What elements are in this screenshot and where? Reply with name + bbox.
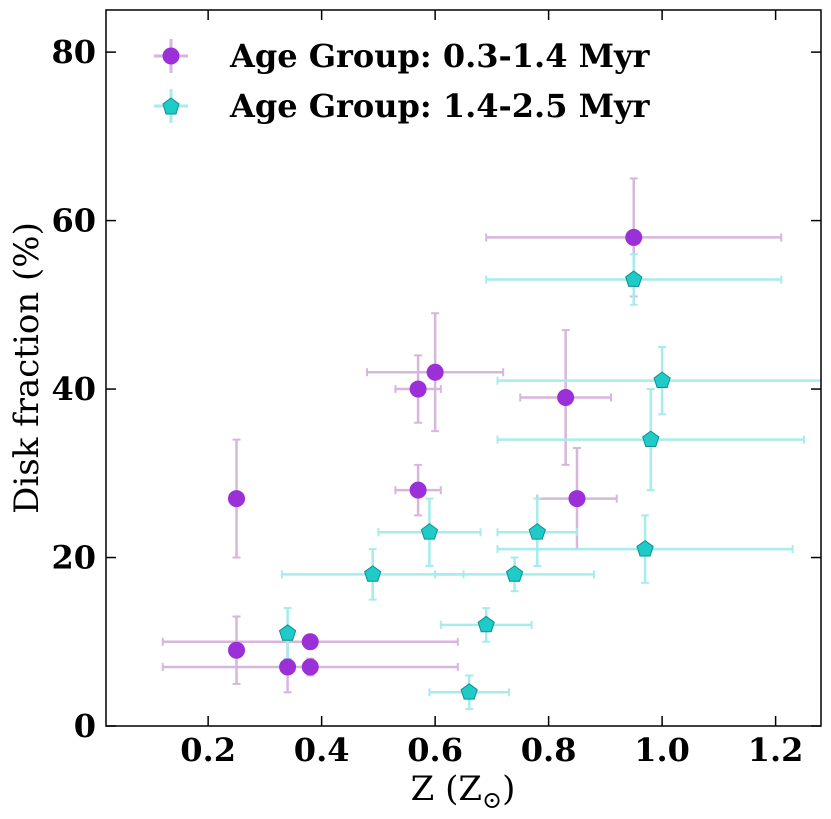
y-tick-label: 60 xyxy=(51,202,96,240)
y-tick-labels: 0 20 40 60 80 xyxy=(51,33,96,745)
legend-label-series-1: Age Group: 0.3-1.4 Myr xyxy=(229,37,651,75)
data-point-circle xyxy=(301,658,319,676)
x-tick-label: 0.8 xyxy=(521,731,577,769)
data-point-circle xyxy=(228,641,246,659)
data-point-circle xyxy=(557,388,575,406)
data-point-pentagon xyxy=(636,539,654,557)
data-point-circle xyxy=(279,658,297,676)
data-point-pentagon xyxy=(528,523,546,540)
axis-ticks xyxy=(106,10,821,727)
data-point-circle xyxy=(625,228,643,246)
x-axis-title: Z (Z⊙) xyxy=(411,769,516,814)
data-point-pentagon xyxy=(477,615,495,633)
data-point-pentagon xyxy=(653,371,671,389)
y-axis-title: Disk fraction (%) xyxy=(7,222,47,514)
x-axis-title-close: ) xyxy=(502,769,515,809)
data-point-pentagon xyxy=(364,565,382,582)
x-tick-label: 1.0 xyxy=(634,731,690,769)
x-tick-label: 0.2 xyxy=(180,731,236,769)
data-markers xyxy=(228,228,671,700)
legend-entry-series-2: Age Group: 1.4-2.5 Myr xyxy=(154,87,651,125)
legend-label-series-2: Age Group: 1.4-2.5 Myr xyxy=(229,87,651,125)
data-point-circle xyxy=(568,490,586,508)
data-point-pentagon xyxy=(460,683,478,700)
data-point-circle xyxy=(228,490,246,508)
data-point-circle xyxy=(409,380,427,398)
x-axis-title-subscript: ⊙ xyxy=(482,786,502,814)
legend-circle-marker xyxy=(162,47,180,65)
plot-frame xyxy=(105,9,822,727)
data-point-circle xyxy=(409,481,427,499)
data-point-pentagon xyxy=(625,270,643,287)
data-point-circle xyxy=(426,363,444,381)
data-point-pentagon xyxy=(505,565,524,582)
x-tick-label: 0.6 xyxy=(407,731,463,769)
y-tick-label: 0 xyxy=(74,707,96,745)
y-tick-label: 20 xyxy=(51,539,96,577)
legend: Age Group: 0.3-1.4 Myr Age Group: 1.4-2.… xyxy=(154,37,651,125)
data-point-pentagon xyxy=(642,430,660,447)
legend-pentagon-marker xyxy=(162,97,180,115)
x-tick-label: 1.2 xyxy=(748,731,804,769)
y-tick-label: 80 xyxy=(51,33,96,71)
data-point-circle xyxy=(301,633,319,651)
x-tick-label: 0.4 xyxy=(294,731,350,769)
data-point-pentagon xyxy=(420,523,439,540)
y-tick-label: 40 xyxy=(51,370,96,408)
data-point-pentagon xyxy=(278,624,297,641)
x-tick-labels: 0.2 0.4 0.6 0.8 1.0 1.2 xyxy=(180,731,803,769)
legend-entry-series-1: Age Group: 0.3-1.4 Myr xyxy=(154,37,651,75)
